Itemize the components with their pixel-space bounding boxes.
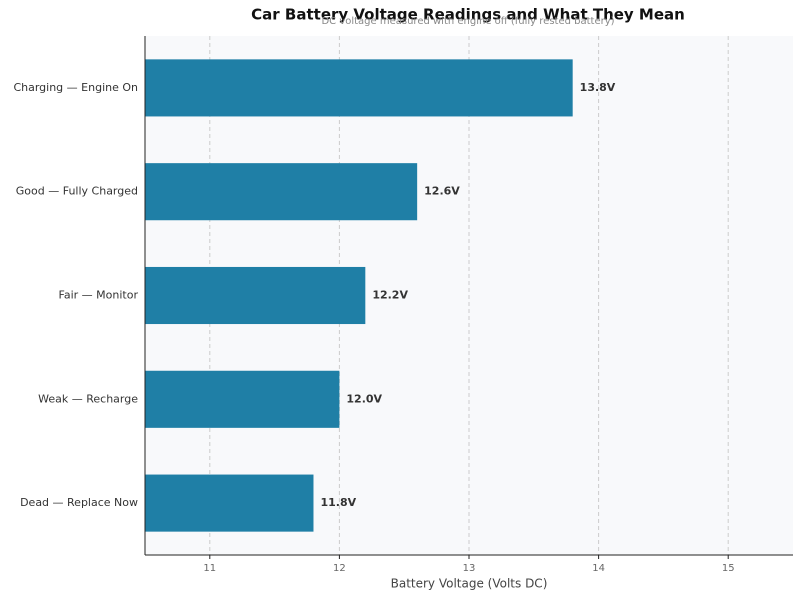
x-axis-label: Battery Voltage (Volts DC) [391,577,548,591]
x-tick-label: 15 [722,563,735,574]
x-tick-label: 13 [463,563,476,574]
chart-subtitle: DC voltage measured with engine off (ful… [321,16,614,27]
y-tick-label: Fair — Monitor [59,289,139,302]
value-label: 12.0V [346,392,382,405]
value-label: 12.2V [372,289,408,302]
y-tick-label: Charging — Engine On [13,81,138,94]
x-tick-label: 14 [592,563,605,574]
y-tick-label: Dead — Replace Now [20,496,138,509]
value-label: 11.8V [320,496,356,509]
chart-title: Car Battery Voltage Readings and What Th… [251,6,685,24]
bar [145,163,418,221]
bar [145,59,573,117]
bar [145,474,314,532]
value-label: 12.6V [424,185,460,198]
bar [145,370,340,428]
x-tick-label: 12 [333,563,346,574]
y-tick-label: Good — Fully Charged [16,185,138,198]
x-tick-label: 11 [203,563,216,574]
bar [145,266,366,325]
y-tick-label: Weak — Recharge [38,392,138,405]
value-label: 13.8V [580,81,616,94]
